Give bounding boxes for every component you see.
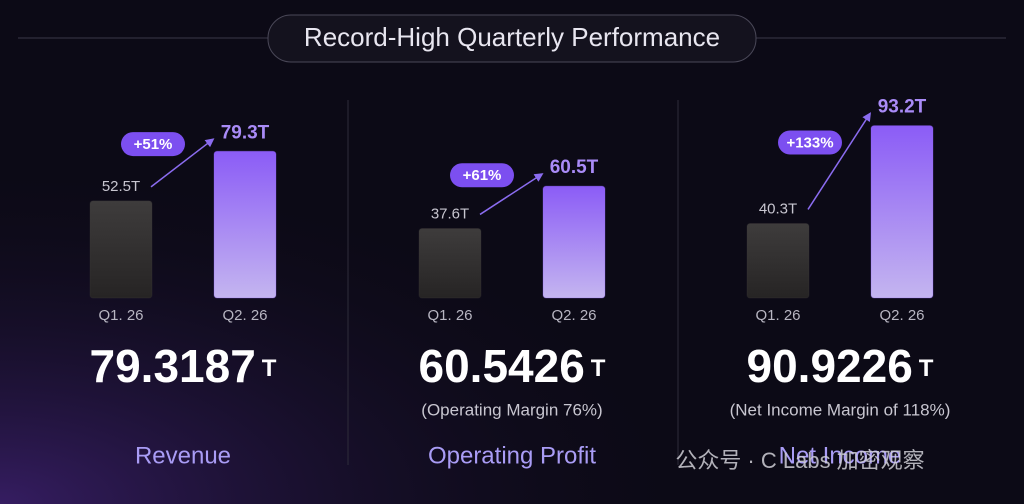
subtitle: (Operating Margin 76%)	[421, 400, 602, 419]
title-pill	[267, 14, 757, 63]
growth-badge	[450, 163, 514, 188]
growth-badge	[778, 130, 842, 155]
headline-value: 60.5426	[419, 340, 585, 392]
bar	[418, 227, 482, 299]
headline: 79.3187 T	[90, 340, 277, 392]
bar	[542, 185, 606, 299]
growth-arrow	[479, 173, 544, 216]
x-tick-label: Q2. 26	[222, 307, 267, 324]
growth-arrow	[150, 138, 215, 188]
headline-unit: T	[262, 355, 277, 382]
metric-label: Net Income	[779, 442, 902, 469]
growth-label: +133%	[786, 134, 833, 151]
metric-label: Revenue	[135, 442, 231, 469]
bar	[870, 125, 934, 299]
value-label: 52.5T	[102, 178, 140, 195]
metric-label: Operating Profit	[428, 442, 596, 469]
x-tick-label: Q1. 26	[755, 307, 800, 324]
growth-arrow	[807, 112, 871, 210]
x-tick-label: Q2. 26	[551, 307, 596, 324]
headline-value: 90.9226	[747, 340, 913, 392]
x-tick-label: Q2. 26	[879, 307, 924, 324]
value-label: 93.2T	[878, 97, 927, 118]
headline: 60.5426 T	[419, 340, 606, 392]
growth-label: +61%	[463, 167, 502, 184]
value-label: 79.3T	[221, 122, 270, 143]
title: Record-High Quarterly Performance	[304, 22, 720, 52]
bar	[89, 200, 153, 299]
headline: 90.9226 T	[747, 340, 934, 392]
headline-unit: T	[919, 355, 934, 382]
x-tick-label: Q1. 26	[427, 307, 472, 324]
headline-unit: T	[591, 355, 606, 382]
watermark: 公众号 · C Labs 加密观察	[675, 448, 924, 473]
x-tick-label: Q1. 26	[98, 307, 143, 324]
headline-value: 79.3187	[90, 340, 256, 392]
growth-label: +51%	[134, 136, 173, 153]
value-label: 60.5T	[550, 157, 599, 178]
growth-badge	[121, 132, 185, 157]
value-label: 40.3T	[759, 200, 797, 217]
bar	[746, 222, 810, 299]
subtitle: (Net Income Margin of 118%)	[730, 400, 951, 419]
bar	[213, 150, 277, 299]
value-label: 37.6T	[431, 205, 469, 222]
